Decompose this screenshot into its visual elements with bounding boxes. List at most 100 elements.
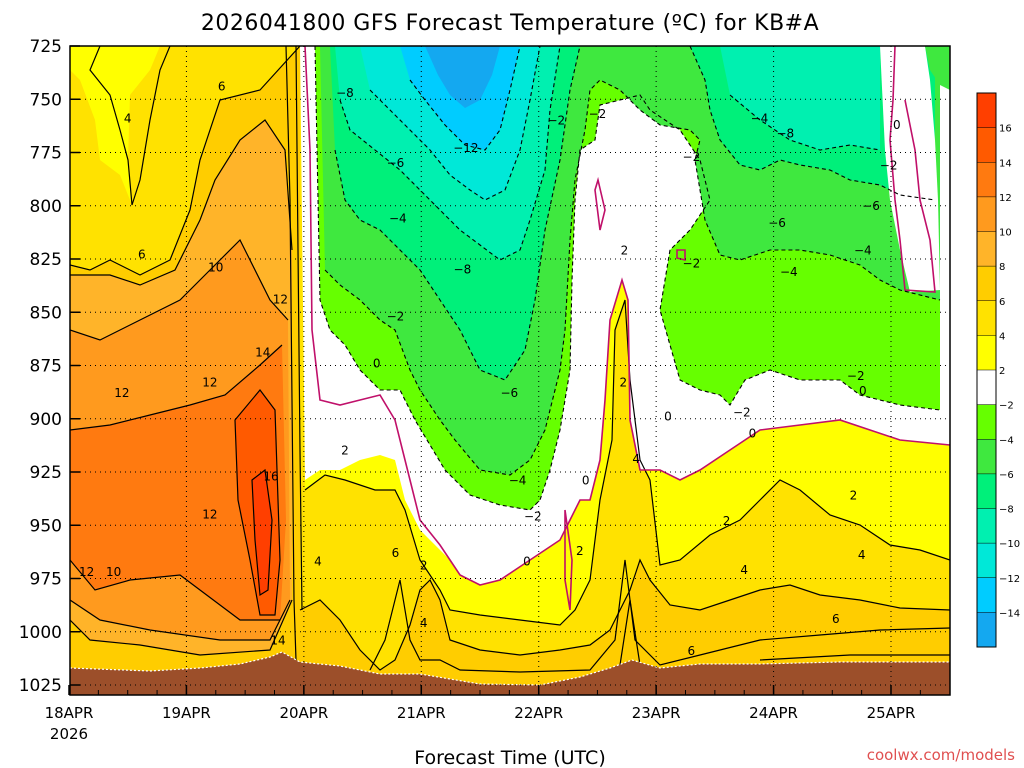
contour-label: −4 <box>509 474 527 488</box>
grid-layer <box>70 46 950 695</box>
colorbar-swatch <box>977 612 996 648</box>
colorbar-label: −12 <box>999 574 1020 585</box>
contour-label: 14 <box>255 346 270 360</box>
contour-label: 4 <box>632 452 640 466</box>
colorbar-label: 8 <box>999 262 1005 273</box>
y-tick-label: 775 <box>30 144 62 164</box>
contour-label: −6 <box>501 386 519 400</box>
contour-4-left <box>89 46 171 206</box>
y-tick-label: 900 <box>30 410 62 430</box>
contour-label: −6 <box>387 156 405 170</box>
contour-label: 2 <box>420 559 428 573</box>
contour-label: −2 <box>683 150 701 164</box>
contour-14 <box>234 389 281 616</box>
colorbar-swatch <box>977 543 996 579</box>
contour-8-left <box>70 119 293 286</box>
contour-8-right <box>619 599 950 666</box>
y-tick-label: 1025 <box>19 676 62 696</box>
contour-label: −2 <box>847 369 865 383</box>
contour-2-right <box>304 299 950 626</box>
contour-8-lower <box>70 599 293 656</box>
colorbar-label: −4 <box>999 435 1014 446</box>
contour-label: −4 <box>751 111 769 125</box>
colorbar-swatch <box>977 370 996 406</box>
contour-12-lower <box>70 559 280 621</box>
chart-title: 2026041800 GFS Forecast Temperature (ºC)… <box>201 11 819 36</box>
fill-16-18 <box>252 470 272 595</box>
contour-10-lower <box>70 599 291 641</box>
contour-minus8 <box>339 46 881 261</box>
y-tick-label: 825 <box>30 250 62 270</box>
plot-frame <box>69 45 951 696</box>
contour-label: 10 <box>208 261 223 275</box>
contour-label: 16 <box>263 469 278 483</box>
colorbar-label: −8 <box>999 505 1014 516</box>
y-tick-label: 875 <box>30 357 62 377</box>
contour-line-layer <box>70 46 950 673</box>
x-tick-label: 20APR <box>279 704 328 722</box>
y-tick-label: 1000 <box>19 623 62 643</box>
contour-label: 0 <box>582 474 590 488</box>
colorbar-label: −2 <box>999 401 1014 412</box>
y-tick-label: 925 <box>30 463 62 483</box>
colorbar-label: 12 <box>999 193 1012 204</box>
colorbar-label: 16 <box>999 124 1012 135</box>
contour-front-2 <box>295 46 303 611</box>
fill-2-4-upper-left <box>70 46 160 205</box>
colorbar-label: −6 <box>999 470 1014 481</box>
contour-minus4 <box>324 79 941 476</box>
contour-label: 4 <box>314 554 322 568</box>
contour-label: 2 <box>850 488 858 502</box>
colorbar-swatch <box>977 335 996 371</box>
contour-label: −2 <box>524 510 542 524</box>
y-tick-label: 950 <box>30 516 62 536</box>
colorbar-swatch <box>977 127 996 163</box>
contour-label: 6 <box>218 79 226 93</box>
x-tick-label: 23APR <box>632 704 681 722</box>
contour-label: 6 <box>138 248 146 262</box>
fill-neutral-right-upper <box>880 46 940 292</box>
y-axis: 725 750 775 800 825 850 875 900 925 950 975 1000 102… <box>19 37 80 696</box>
colorbar-label: 2 <box>999 366 1005 377</box>
contour-label: −4 <box>854 243 872 257</box>
contour-16 <box>251 468 273 597</box>
contour-label: 2 <box>341 444 349 458</box>
x-tick-label: 25APR <box>867 704 916 722</box>
contour-label: 4 <box>420 616 428 630</box>
y-tick-label: 725 <box>30 37 62 57</box>
contour-label: 2 <box>723 514 731 528</box>
contour-label: −2 <box>880 158 898 172</box>
contour-label: 0 <box>373 356 381 370</box>
colorbar-swatch <box>977 196 996 232</box>
fill-minus14-minus16 <box>425 46 500 108</box>
y-tick-label: 975 <box>30 570 62 590</box>
contour-label: 4 <box>858 548 866 562</box>
colorbar-swatch <box>977 162 996 198</box>
contour-label: −2 <box>683 256 701 270</box>
contour-label: 12 <box>202 376 217 390</box>
colorbar-label: 6 <box>999 297 1005 308</box>
contour-label: −8 <box>454 263 472 277</box>
contour-label: 4 <box>740 563 748 577</box>
contour-label: −8 <box>336 86 354 100</box>
contour-label: −8 <box>776 126 794 140</box>
fill-12-14 <box>70 345 286 620</box>
colorbar-label: −10 <box>999 539 1020 550</box>
contour-label: 12 <box>79 565 94 579</box>
contour-label: −12 <box>453 141 478 155</box>
contour-label: 0 <box>893 118 901 132</box>
contour-label: 0 <box>859 384 867 398</box>
x-year-label: 2026 <box>50 725 88 743</box>
credit-text: coolwx.com/models <box>867 746 1015 764</box>
x-tick-label: 24APR <box>749 704 798 722</box>
colorbar-label: 10 <box>999 228 1012 239</box>
contour-label: 2 <box>576 544 584 558</box>
contour-label: −2 <box>547 114 565 128</box>
contour-label: −6 <box>862 199 880 213</box>
y-tick-label: 800 <box>30 197 62 217</box>
temperature-fill-layer <box>70 46 950 695</box>
contour-label: 12 <box>114 386 129 400</box>
